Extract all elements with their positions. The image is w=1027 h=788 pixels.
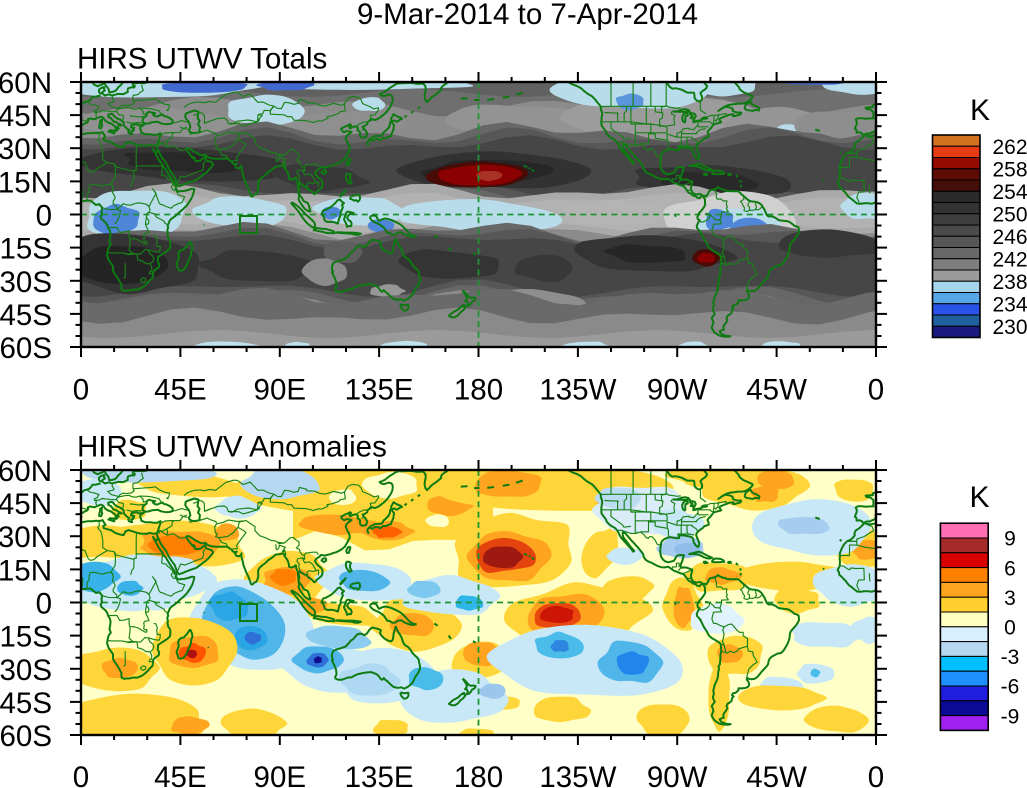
svg-text:246: 246	[992, 226, 1027, 249]
svg-text:45W: 45W	[746, 374, 807, 407]
svg-text:3: 3	[1004, 587, 1016, 610]
svg-text:0: 0	[868, 374, 884, 407]
svg-text:254: 254	[992, 181, 1027, 204]
svg-text:45E: 45E	[154, 761, 207, 788]
svg-text:HIRS UTWV Anomalies: HIRS UTWV Anomalies	[77, 431, 387, 464]
svg-text:135E: 135E	[345, 374, 414, 407]
svg-text:6: 6	[1004, 557, 1016, 580]
svg-text:135W: 135W	[539, 761, 616, 788]
svg-text:K: K	[970, 94, 990, 127]
svg-text:90W: 90W	[647, 374, 708, 407]
svg-text:234: 234	[992, 293, 1027, 316]
svg-text:-9: -9	[1001, 705, 1020, 728]
svg-text:45S: 45S	[0, 687, 52, 720]
svg-text:0: 0	[36, 200, 52, 233]
svg-text:0: 0	[73, 761, 89, 788]
svg-text:135W: 135W	[539, 374, 616, 407]
svg-text:K: K	[969, 481, 989, 514]
svg-text:15S: 15S	[0, 233, 52, 266]
svg-text:180: 180	[454, 374, 503, 407]
svg-text:0: 0	[36, 588, 52, 621]
svg-text:15N: 15N	[0, 166, 52, 199]
svg-text:238: 238	[992, 271, 1027, 294]
svg-text:60N: 60N	[0, 67, 52, 100]
svg-text:262: 262	[992, 136, 1027, 159]
svg-text:30N: 30N	[0, 133, 52, 166]
svg-text:15S: 15S	[0, 621, 52, 654]
svg-text:-6: -6	[1001, 676, 1020, 699]
svg-text:135E: 135E	[345, 761, 414, 788]
svg-text:15N: 15N	[0, 554, 52, 587]
svg-text:230: 230	[992, 316, 1027, 339]
svg-text:-3: -3	[1001, 646, 1020, 669]
svg-text:60S: 60S	[0, 332, 52, 365]
svg-text:45E: 45E	[154, 374, 207, 407]
svg-text:250: 250	[992, 203, 1027, 226]
svg-text:45S: 45S	[0, 299, 52, 332]
svg-text:45N: 45N	[0, 100, 52, 133]
svg-text:45N: 45N	[0, 488, 52, 521]
svg-text:0: 0	[73, 374, 89, 407]
svg-text:180: 180	[454, 761, 503, 788]
svg-text:9: 9	[1004, 528, 1016, 551]
svg-text:90E: 90E	[254, 374, 307, 407]
svg-text:242: 242	[992, 248, 1027, 271]
svg-text:60N: 60N	[0, 455, 52, 488]
svg-text:30N: 30N	[0, 521, 52, 554]
svg-text:90W: 90W	[647, 761, 708, 788]
svg-text:30S: 30S	[0, 266, 52, 299]
svg-text:0: 0	[868, 761, 884, 788]
svg-text:90E: 90E	[254, 761, 307, 788]
svg-text:0: 0	[1004, 617, 1016, 640]
svg-text:60S: 60S	[0, 720, 52, 753]
svg-text:258: 258	[992, 158, 1027, 181]
svg-text:45W: 45W	[746, 761, 807, 788]
svg-text:9-Mar-2014 to 7-Apr-2014: 9-Mar-2014 to 7-Apr-2014	[357, 0, 698, 31]
svg-text:30S: 30S	[0, 654, 52, 687]
svg-text:HIRS UTWV Totals: HIRS UTWV Totals	[77, 43, 327, 76]
